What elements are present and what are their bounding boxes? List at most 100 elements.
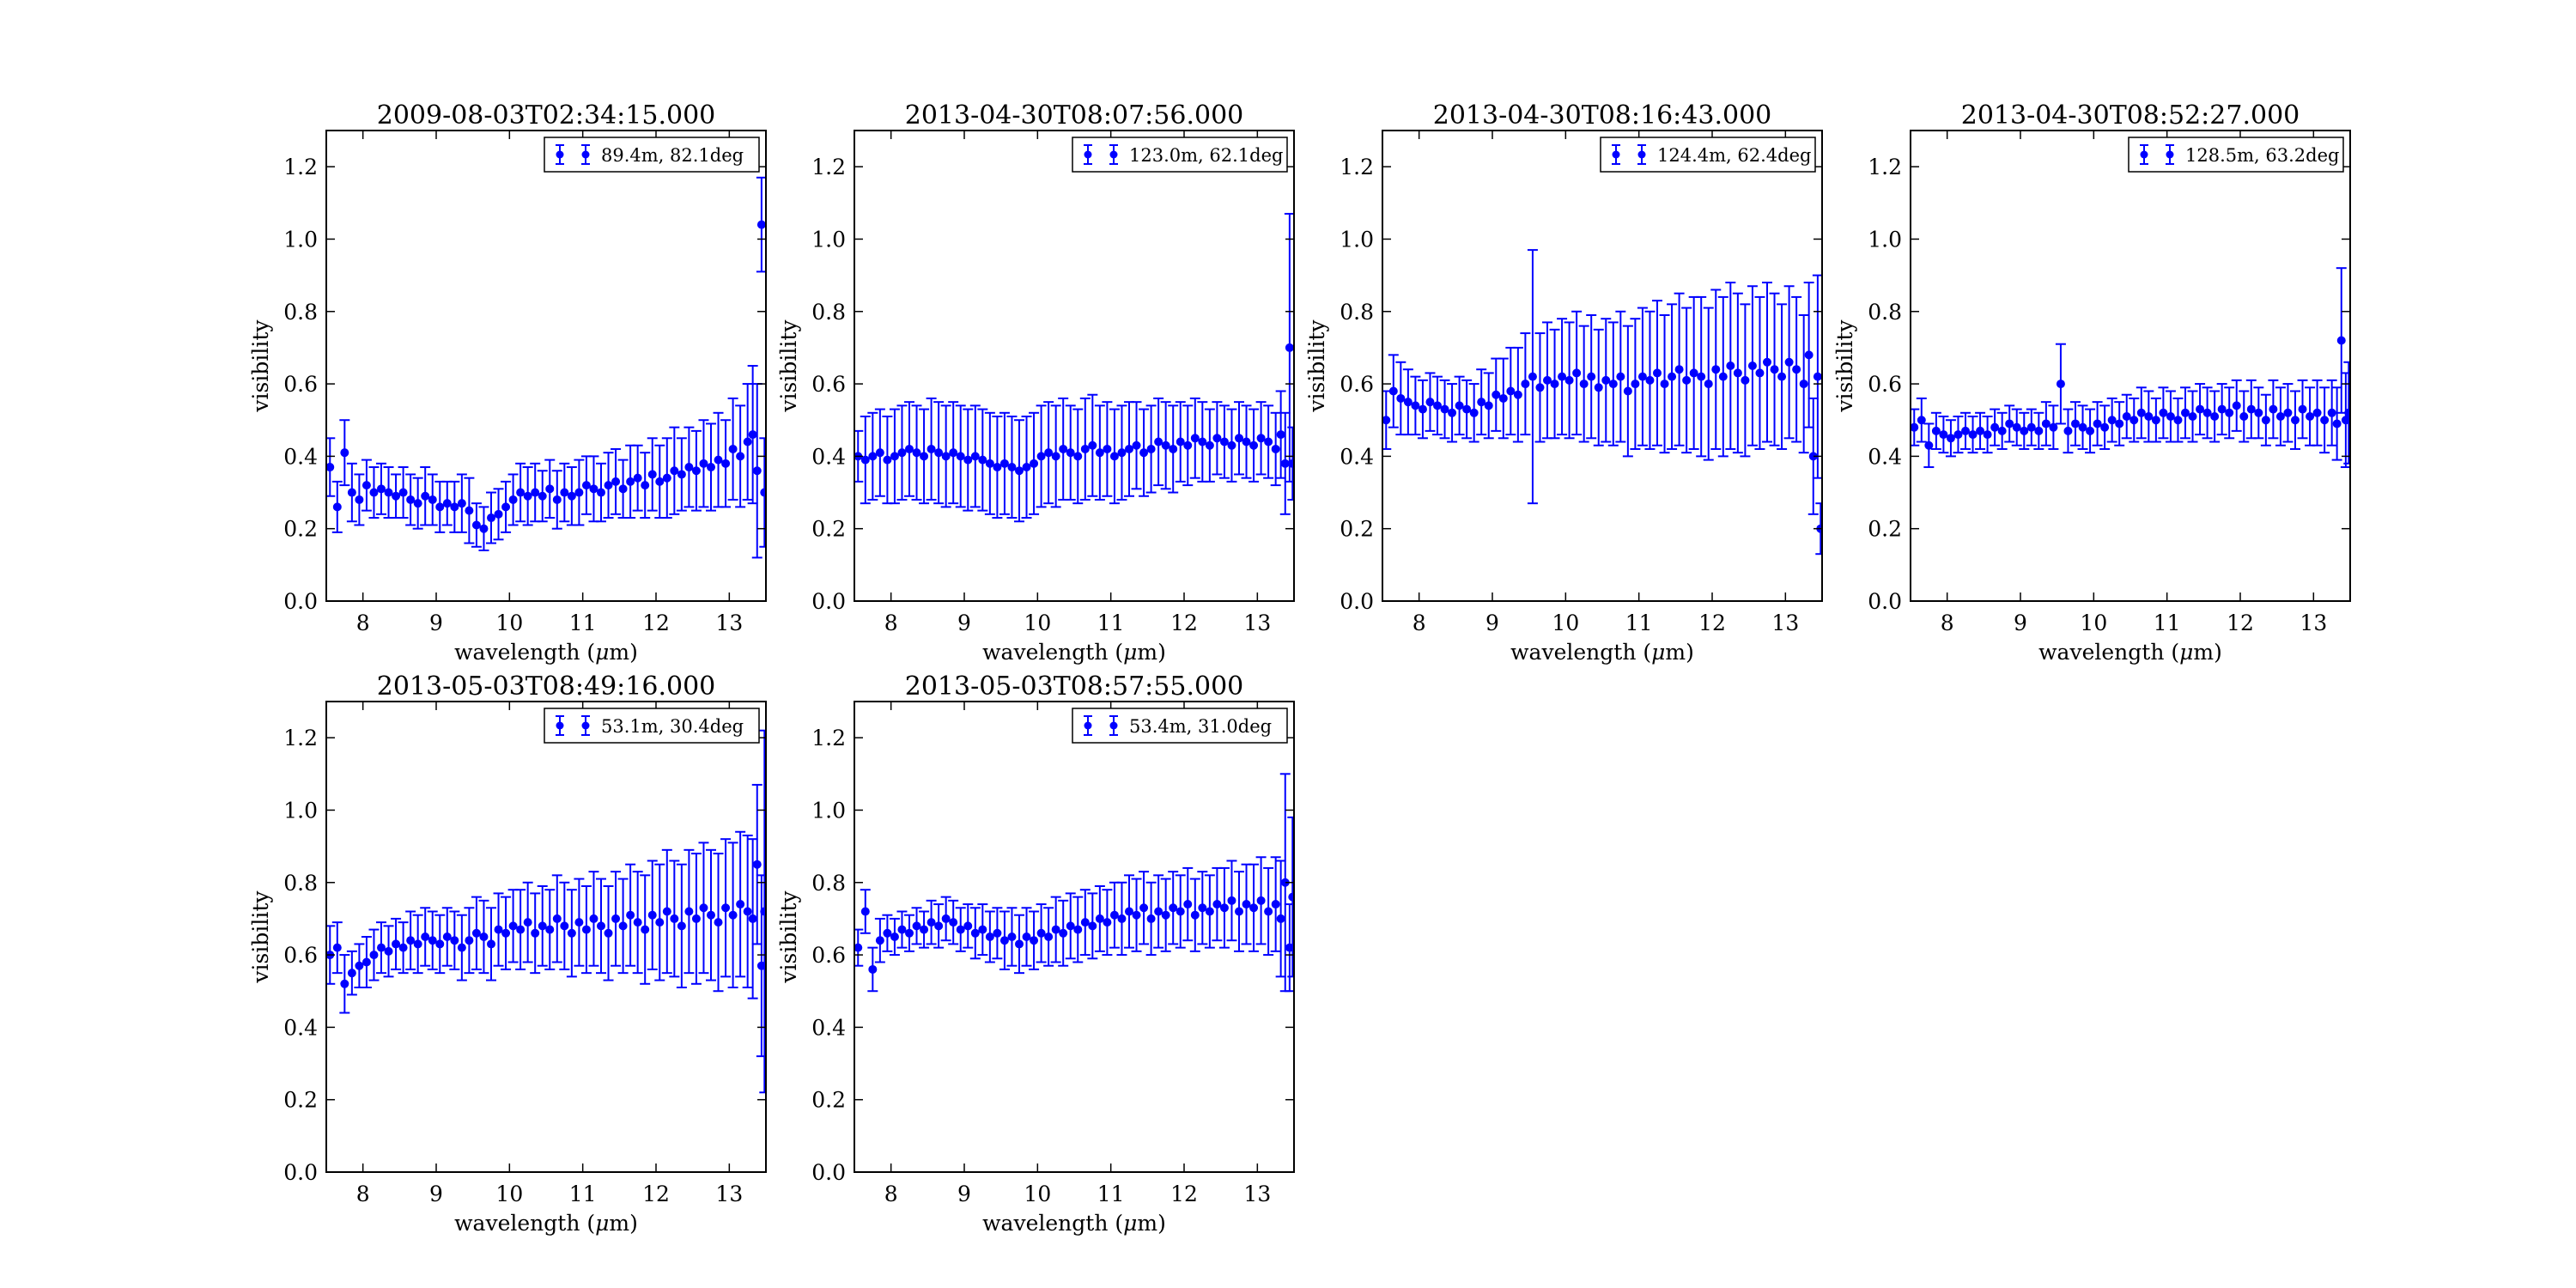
legend-marker bbox=[1084, 144, 1092, 165]
data-point bbox=[1169, 444, 1178, 453]
data-point bbox=[1212, 434, 1222, 443]
data-point bbox=[377, 943, 386, 952]
data-point bbox=[355, 495, 364, 504]
data-point bbox=[748, 914, 757, 923]
y-tick-label: 0.2 bbox=[283, 517, 318, 542]
data-point bbox=[1227, 440, 1236, 450]
data-point bbox=[1425, 398, 1435, 407]
data-point bbox=[1492, 390, 1501, 399]
data-point bbox=[384, 488, 393, 497]
data-point bbox=[494, 925, 503, 934]
data-point bbox=[1601, 375, 1611, 385]
data-point bbox=[421, 933, 430, 941]
data-point bbox=[369, 951, 379, 960]
data-point bbox=[743, 437, 752, 447]
data-point bbox=[465, 506, 474, 515]
data-point bbox=[1924, 440, 1934, 450]
data-point bbox=[728, 910, 738, 920]
data-point bbox=[2041, 419, 2050, 428]
data-point bbox=[2012, 422, 2021, 432]
data-point bbox=[1558, 372, 1567, 381]
data-point bbox=[413, 939, 422, 949]
x-axis-label: wavelength (μm) bbox=[454, 1211, 638, 1236]
data-point bbox=[883, 928, 892, 938]
legend-point bbox=[556, 721, 564, 730]
data-point bbox=[1242, 437, 1251, 447]
data-point bbox=[2246, 404, 2256, 414]
y-tick-label: 0.2 bbox=[1340, 517, 1374, 542]
legend-marker bbox=[1612, 144, 1620, 165]
data-point bbox=[2217, 404, 2227, 414]
data-point bbox=[1594, 383, 1603, 392]
data-point bbox=[2320, 416, 2330, 425]
data-point bbox=[574, 918, 584, 927]
data-point bbox=[1190, 434, 1200, 443]
data-point bbox=[1968, 430, 1978, 440]
data-point bbox=[1939, 430, 1948, 440]
data-point bbox=[2269, 404, 2278, 414]
data-point bbox=[413, 499, 422, 508]
data-point bbox=[752, 466, 762, 476]
data-point bbox=[912, 448, 921, 458]
legend: 124.4m, 62.4deg bbox=[1600, 137, 1816, 173]
y-tick-label: 0.2 bbox=[283, 1088, 318, 1113]
data-point bbox=[1276, 914, 1285, 923]
data-point bbox=[626, 477, 635, 486]
data-point bbox=[868, 452, 878, 461]
x-axis-label: wavelength (μm) bbox=[2038, 640, 2222, 665]
data-point bbox=[1271, 444, 1280, 453]
data-point bbox=[479, 933, 489, 941]
data-point bbox=[552, 495, 562, 504]
data-point bbox=[384, 946, 393, 956]
y-tick-label: 0.4 bbox=[811, 444, 846, 469]
data-point bbox=[457, 943, 466, 952]
legend-label: 53.4m, 31.0deg bbox=[1129, 716, 1272, 737]
y-tick-label: 1.2 bbox=[1868, 155, 1902, 179]
chart-panel: 2013-05-03T08:49:16.000 8 9 10 11 12 13 0.0 0.2 0… bbox=[248, 671, 767, 1236]
data-point bbox=[721, 459, 731, 468]
y-tick-label: 1.0 bbox=[283, 798, 318, 823]
data-point bbox=[589, 484, 598, 494]
data-point bbox=[956, 452, 965, 461]
data-series bbox=[326, 176, 766, 559]
data-point bbox=[1212, 900, 1222, 909]
axes-frame bbox=[1382, 130, 1823, 602]
data-point bbox=[691, 466, 701, 476]
y-tick-label: 0.2 bbox=[1868, 517, 1902, 542]
data-point bbox=[1235, 434, 1243, 443]
x-tick-label: 9 bbox=[957, 611, 971, 635]
data-point bbox=[756, 220, 766, 229]
data-point bbox=[1030, 459, 1039, 468]
data-point bbox=[1388, 386, 1398, 396]
data-point bbox=[1205, 907, 1214, 916]
data-point bbox=[340, 979, 349, 988]
x-tick-label: 11 bbox=[2154, 611, 2181, 635]
y-axis-label: visibility bbox=[776, 319, 801, 413]
data-point bbox=[999, 459, 1009, 468]
data-point bbox=[2336, 336, 2346, 345]
data-point bbox=[2005, 419, 2014, 428]
data-point bbox=[728, 444, 738, 453]
data-point bbox=[760, 488, 766, 497]
legend: 89.4m, 82.1deg bbox=[544, 137, 760, 173]
data-point bbox=[457, 499, 466, 508]
x-tick-label: 10 bbox=[495, 1182, 523, 1206]
legend-marker bbox=[581, 144, 590, 165]
data-point bbox=[604, 481, 613, 490]
legend-box bbox=[1072, 708, 1288, 744]
data-point bbox=[618, 484, 628, 494]
data-point bbox=[1088, 440, 1097, 450]
legend-marker bbox=[556, 715, 564, 736]
data-point bbox=[912, 921, 921, 931]
data-point bbox=[355, 961, 364, 970]
data-point bbox=[332, 943, 342, 952]
y-axis-label: visibility bbox=[1832, 319, 1857, 413]
x-tick-label: 9 bbox=[1485, 611, 1499, 635]
legend-label: 89.4m, 82.1deg bbox=[601, 145, 744, 166]
data-point bbox=[1755, 368, 1765, 378]
legend-label: 124.4m, 62.4deg bbox=[1657, 145, 1811, 166]
data-point bbox=[662, 907, 671, 916]
data-point bbox=[985, 459, 994, 468]
data-point bbox=[714, 918, 723, 927]
data-point bbox=[2196, 404, 2205, 414]
